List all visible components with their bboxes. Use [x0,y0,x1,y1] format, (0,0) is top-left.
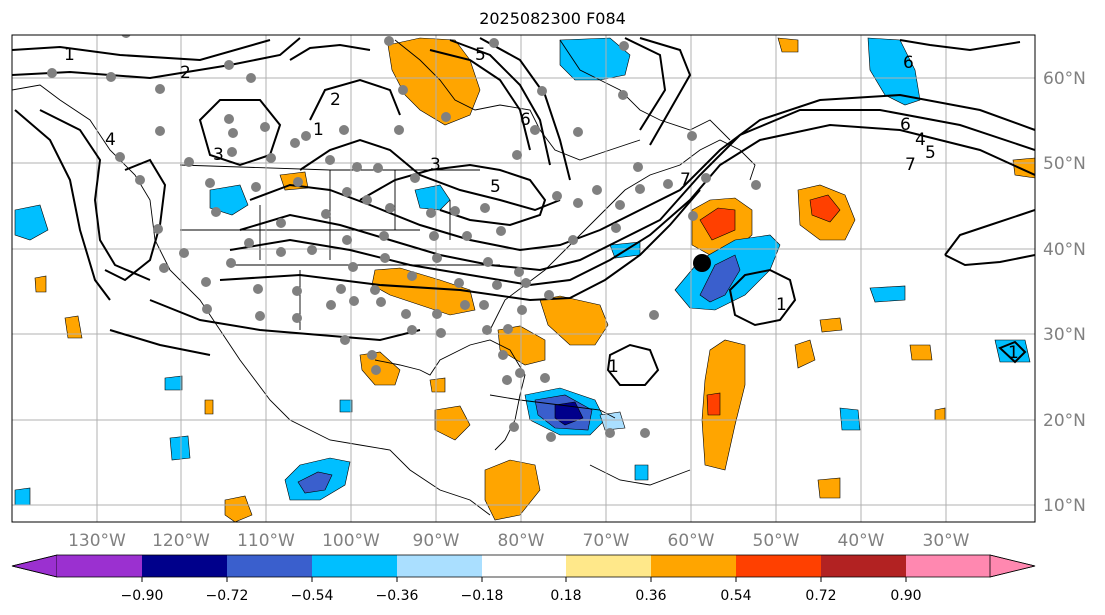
longitude-labels: 130°W 120°W 110°W 100°W 90°W 80°W 70°W 6… [68,531,970,551]
contour-label: 4 [915,130,926,150]
lon-label: 30°W [923,531,970,551]
lon-label: 40°W [838,531,885,551]
colorbar-swatch [397,555,482,577]
colorbar-swatch [906,555,990,577]
lon-label: 90°W [413,531,460,551]
lon-label: 120°W [152,531,210,551]
contour-label: 5 [475,45,486,65]
storm-position-marker [693,254,711,272]
colorbar-tick-label: 0.36 [635,588,666,604]
contour-label: 5 [925,143,936,163]
contour-label: 1 [313,120,324,140]
contour-label: 1 [64,45,75,65]
contour-label: 1 [608,357,619,377]
contour-label: 3 [213,145,224,165]
colorbar-tick-label: −0.72 [206,588,249,604]
contour-label: 1 [1008,343,1019,363]
colorbar-swatch [312,555,397,577]
lat-label: 20°N [1043,411,1086,431]
contour-label: 3 [430,155,441,175]
latitude-labels: 60°N 50°N 40°N 30°N 20°N 10°N [1043,69,1086,516]
lon-label: 60°W [668,531,715,551]
map-frame [11,34,1036,523]
lat-label: 50°N [1043,154,1086,174]
lat-label: 10°N [1043,496,1086,516]
lon-label: 50°W [753,531,800,551]
colorbar-swatch [227,555,312,577]
lat-label: 60°N [1043,69,1086,89]
contour-label: 1 [776,295,787,315]
lon-label: 70°W [583,531,630,551]
colorbar-tick-label: 0.18 [550,588,581,604]
contour-label: 6 [900,115,911,135]
contour-label: 2 [180,63,191,83]
lon-label: 130°W [68,531,126,551]
colorbar-tick-label: −0.18 [461,588,504,604]
colorbar-extend-low [11,554,58,578]
map-area: 1 2 3 4 5 6 7 1 2 3 5 6 4 5 6 7 1 1 1 [12,35,1035,522]
contour-labels: 1 2 3 4 5 6 7 1 2 3 5 6 4 5 6 7 1 1 1 [64,45,1019,377]
colorbar-tick-label: −0.36 [376,588,419,604]
gridlines [12,35,1035,522]
colorbar-swatch [566,555,651,577]
contour-label: 7 [680,170,691,190]
map-background [12,35,1035,522]
colorbar-tick-label: 0.72 [805,588,836,604]
lat-label: 30°N [1043,325,1086,345]
lon-label: 80°W [498,531,545,551]
lon-label: 100°W [322,531,380,551]
colorbar-tick-label: −0.54 [291,588,334,604]
colorbar-tick-label: −0.90 [121,588,164,604]
station-dots [47,35,761,442]
contour-label: 6 [903,53,914,73]
colorbar-swatch [57,555,142,577]
contour-label: 5 [490,177,501,197]
contour-label: 2 [330,90,341,110]
contour-lines [12,37,1035,386]
contour-label: 4 [105,130,116,150]
colorbar-swatch [821,555,906,577]
lat-label: 40°N [1043,240,1086,260]
map-title: 2025082300 F084 [479,9,626,28]
colorbar-swatch [651,555,736,577]
colorbar-extend-high [989,554,1036,578]
contour-label: 7 [905,155,916,175]
lon-label: 110°W [237,531,295,551]
contour-label: 6 [520,110,531,130]
colorbar-swatch [142,555,227,577]
colorbar-swatch [736,555,821,577]
colorbar-swatch [482,555,566,577]
colorbar-tick-label: 0.54 [720,588,751,604]
colorbar-tick-label: 0.90 [890,588,921,604]
colorbar: −0.90 −0.72 −0.54 −0.36 −0.18 0.18 0.36 … [11,554,1036,604]
